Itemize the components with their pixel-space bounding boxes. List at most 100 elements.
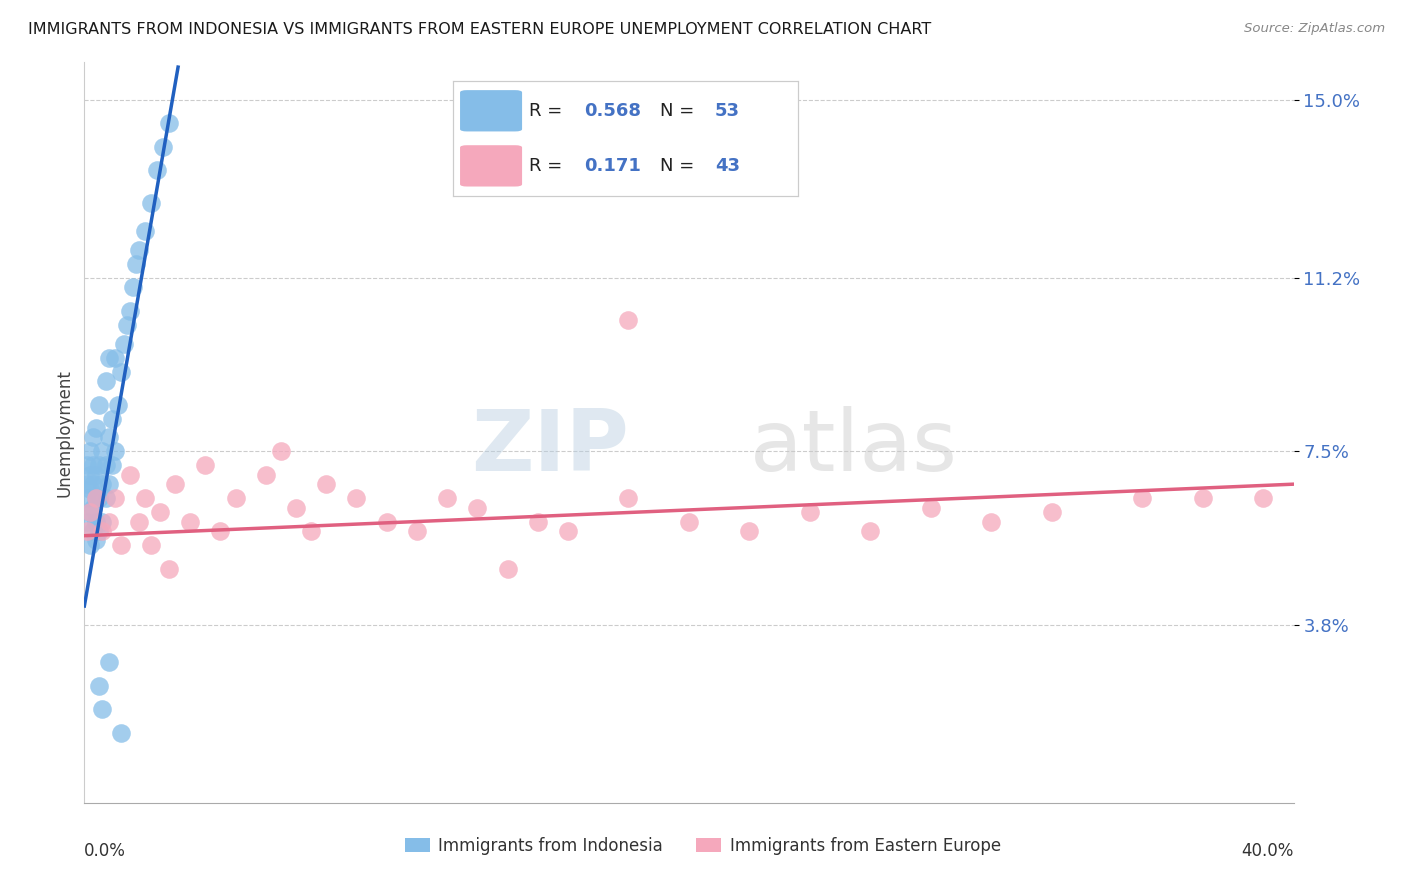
Point [678,515,700,529]
Point [97,655,120,669]
Point [76,477,98,491]
Point [97,351,120,365]
Point [110,365,132,379]
Point [86,467,108,482]
Point [79,538,101,552]
Point [79,505,101,519]
Point [467,500,489,515]
Point [91,515,114,529]
Point [557,524,579,538]
Point [1253,491,1275,506]
Point [86,421,108,435]
Point [82,524,104,538]
Point [76,515,98,529]
Text: ZIP: ZIP [471,406,628,489]
Point [1130,491,1153,506]
Point [375,515,398,529]
Point [128,243,150,257]
Point [110,538,132,552]
Point [118,467,141,482]
Point [79,505,101,519]
Point [91,444,114,458]
Point [254,467,277,482]
Point [91,477,114,491]
Point [134,224,156,238]
Point [79,444,101,458]
Point [152,140,174,154]
Point [285,500,308,515]
Point [225,491,247,506]
Point [104,444,127,458]
Point [299,524,322,538]
Point [91,702,114,716]
Point [149,505,172,519]
Point [617,491,640,506]
Point [76,524,98,538]
Point [89,524,111,538]
Point [121,280,143,294]
Point [104,491,127,506]
Point [89,491,111,506]
Point [270,444,292,458]
Point [496,561,519,575]
Point [100,411,122,425]
Point [112,336,135,351]
Point [799,505,821,519]
Text: IMMIGRANTS FROM INDONESIA VS IMMIGRANTS FROM EASTERN EUROPE UNEMPLOYMENT CORRELA: IMMIGRANTS FROM INDONESIA VS IMMIGRANTS … [28,22,931,37]
Point [738,524,761,538]
Point [115,318,138,332]
Text: Source: ZipAtlas.com: Source: ZipAtlas.com [1244,22,1385,36]
Legend: Immigrants from Indonesia, Immigrants from Eastern Europe: Immigrants from Indonesia, Immigrants fr… [398,830,1008,862]
Point [139,196,162,211]
Point [86,491,108,506]
Y-axis label: Unemployment: Unemployment [55,368,73,497]
Point [94,458,117,473]
Point [89,679,111,693]
Point [89,458,111,473]
Point [91,524,114,538]
Text: 40.0%: 40.0% [1241,842,1294,860]
Point [82,477,104,491]
Point [79,467,101,482]
Point [436,491,458,506]
Point [76,491,98,506]
Point [146,163,169,178]
Point [86,533,108,548]
Point [118,303,141,318]
Point [82,430,104,444]
Point [94,491,117,506]
Point [209,524,232,538]
Point [82,500,104,515]
Point [125,257,148,271]
Point [346,491,368,506]
Point [980,515,1002,529]
Point [104,351,127,365]
Point [194,458,217,473]
Point [86,515,108,529]
Point [100,458,122,473]
Text: atlas: atlas [749,406,957,489]
Point [1040,505,1063,519]
Point [157,561,180,575]
Point [315,477,337,491]
Point [134,491,156,506]
Point [110,725,132,739]
Point [82,458,104,473]
Point [97,515,120,529]
Point [89,397,111,411]
Point [97,477,120,491]
Point [157,116,180,130]
Point [859,524,882,538]
Text: 0.0%: 0.0% [84,842,127,860]
Point [139,538,162,552]
Point [79,482,101,496]
Point [527,515,550,529]
Point [179,515,201,529]
Point [920,500,942,515]
Point [107,397,129,411]
Point [94,374,117,388]
Point [86,491,108,506]
Point [97,430,120,444]
Point [617,313,640,327]
Point [1192,491,1215,506]
